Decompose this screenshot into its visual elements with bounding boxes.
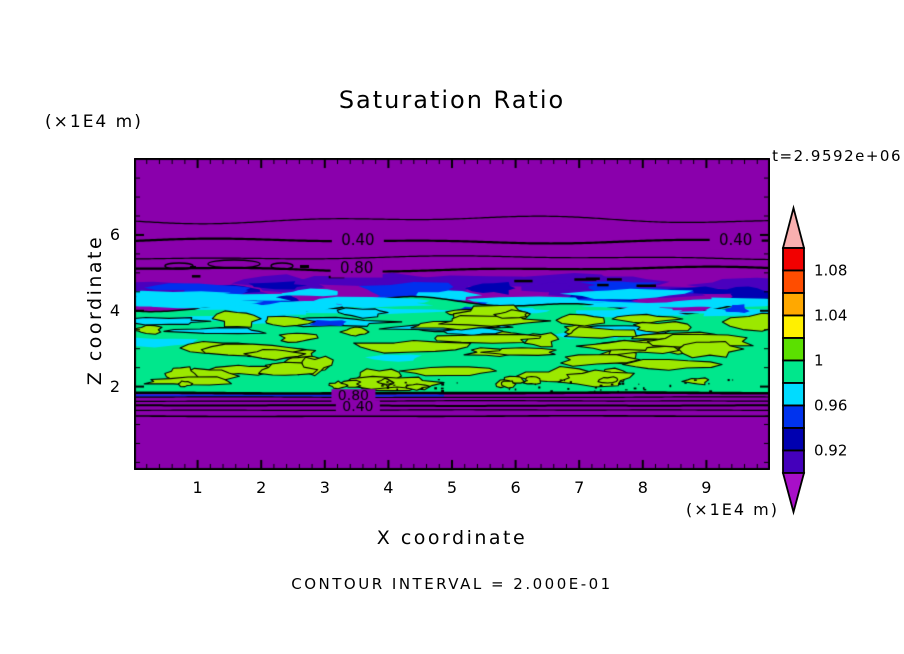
colorbar-tick-label: 1.08 [814,262,847,280]
x-axis-title: X coordinate [376,527,528,549]
y-tick-label: 4 [109,300,120,320]
x-axis-unit-label: (×1E4 m) [685,500,779,519]
time-annotation: t=2.9592e+06 [772,147,902,165]
colorbar-arrow-bottom [781,472,806,516]
x-tick-label: 9 [701,478,712,497]
colorbar-arrow-top [781,204,806,249]
x-tick-label: 1 [192,478,203,497]
x-tick-label: 4 [383,478,394,497]
colorbar-segment [782,382,805,407]
y-axis-unit-label: (×1E4 m) [45,112,143,132]
colorbar: 1.08 1.04 1 0.96 0.92 [781,204,847,516]
colorbar-segment [782,449,805,474]
colorbar-segment [782,427,805,452]
colorbar-segment [782,292,805,317]
colorbar-segment [782,247,805,272]
chart-title: Saturation Ratio [338,86,566,114]
colorbar-tick-label: 1.04 [814,307,847,325]
x-tick-label: 8 [637,478,648,497]
colorbar-tick-label: 0.92 [814,442,847,460]
y-tick-label: 6 [109,224,120,244]
y-tick-label: 2 [109,376,120,396]
x-tick-label: 2 [256,478,267,497]
x-tick-label: 6 [510,478,521,497]
x-tick-label: 5 [446,478,458,497]
contour-plot-canvas [134,158,770,470]
colorbar-tick-label: 1 [814,352,824,370]
colorbar-segment [782,359,805,384]
colorbar-segment [782,314,805,339]
colorbar-segment [782,337,805,362]
colorbar-tick-label: 0.96 [814,397,847,415]
x-tick-label: 7 [574,478,585,497]
colorbar-segment [782,269,805,294]
colorbar-segment [782,404,805,429]
contour-interval-note: CONTOUR INTERVAL = 2.000E-01 [291,575,613,593]
x-tick-label: 3 [319,478,330,497]
